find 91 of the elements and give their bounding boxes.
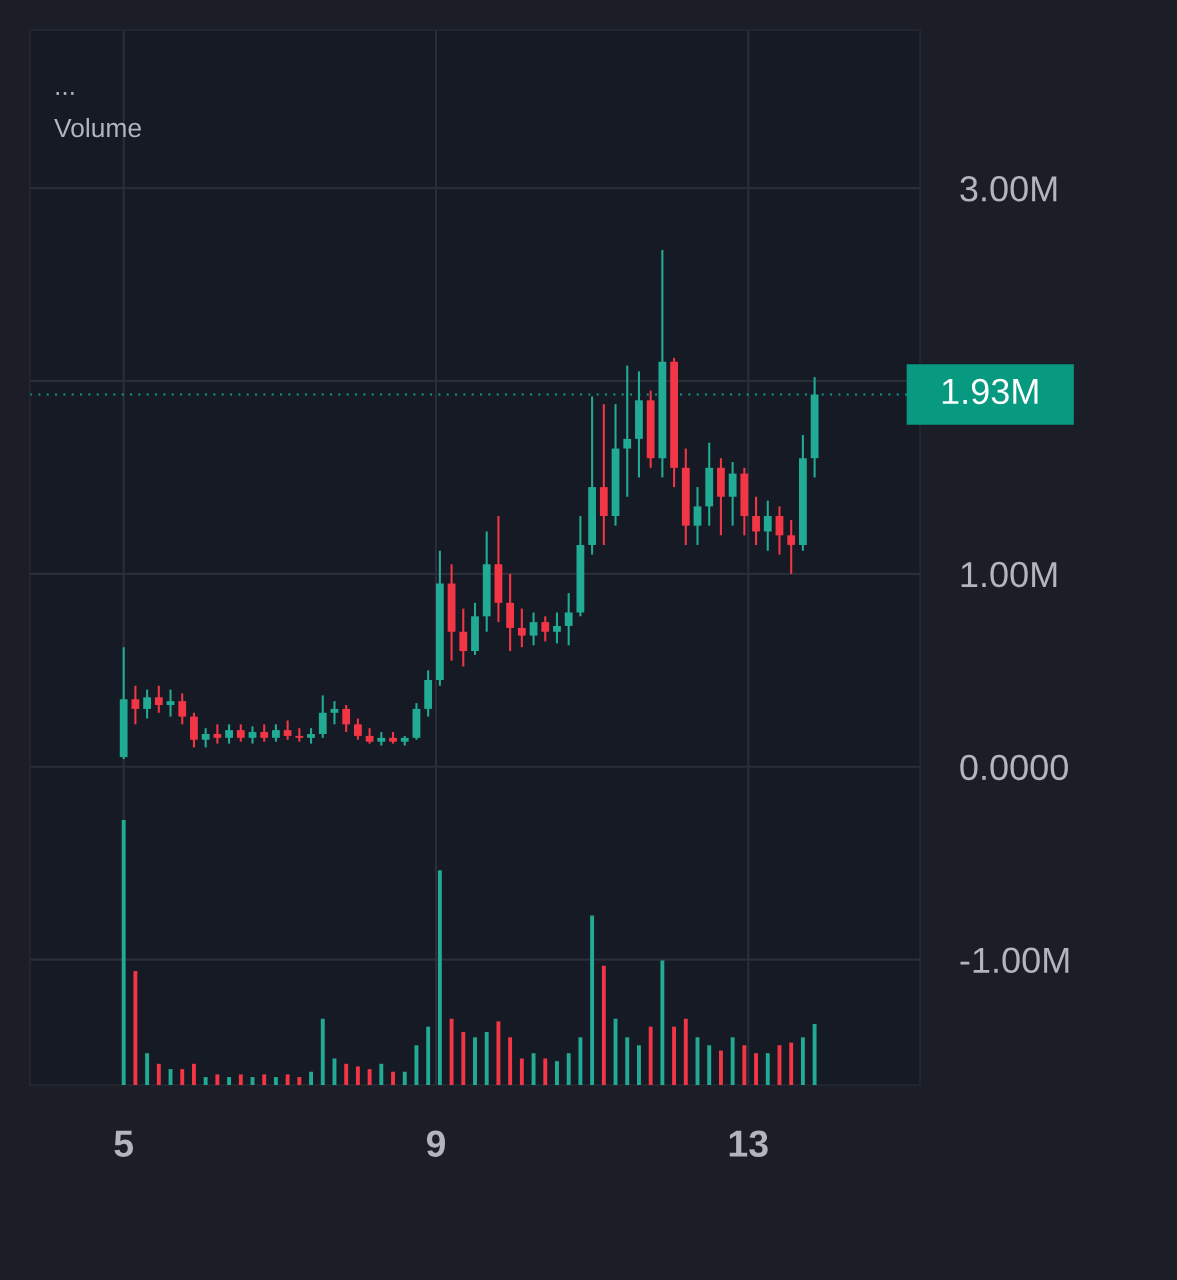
candlestick [787,518,796,575]
y-tick-label: 3.00M [960,176,1057,202]
candlestick [459,607,468,668]
bar [414,1045,419,1085]
ref-line-label: 1.93M [942,378,1038,405]
bar [531,1053,536,1085]
bar [355,1066,360,1085]
x-tick-label: 5 [114,1130,134,1157]
candlestick [342,704,351,734]
candlestick [248,725,257,745]
bar [156,1063,161,1085]
bar [192,1063,196,1085]
candlestick [213,723,222,745]
bar [437,870,442,1085]
bar [519,1058,524,1085]
candlestick [143,688,152,720]
candlestick [131,684,140,726]
bar [273,1077,278,1085]
annotation: ... [56,92,74,95]
bar [601,965,606,1085]
bar [660,960,665,1085]
candlestick [564,592,573,647]
candlestick [541,615,550,643]
bar [203,1077,208,1085]
bar [800,1037,805,1085]
bar [637,1045,641,1085]
bar [297,1077,302,1085]
bar [320,1018,325,1085]
bar [765,1053,770,1085]
y-tick-label: -1.00M [960,947,1069,974]
y-tick-label: 0.0000 [960,754,1068,781]
bar [473,1037,477,1085]
bar [543,1058,548,1085]
candlestick [225,723,233,745]
candlestick [763,499,772,552]
candlestick [330,700,339,726]
bar [484,1032,489,1085]
bar [285,1074,290,1085]
candlestick [318,694,327,739]
bar [683,1018,688,1085]
bar [718,1050,723,1085]
bar [707,1045,712,1085]
bar [812,1024,817,1085]
bar [496,1021,501,1085]
candlestick [154,684,163,714]
bar [180,1069,185,1085]
bar [742,1045,747,1085]
bar [121,820,126,1085]
candlestick [166,688,175,718]
bar [309,1071,313,1085]
candlestick [529,611,538,647]
candlestick [283,719,292,741]
bar [449,1018,454,1085]
candlestick [553,611,561,645]
candlestick [517,607,526,649]
bar [789,1042,794,1085]
candlestick [353,717,362,741]
annotation: Volume [54,117,141,138]
bar [379,1063,384,1085]
bar [402,1071,407,1085]
candlestick [693,486,702,546]
candlestick [201,727,210,749]
bar [730,1037,735,1085]
bar [133,971,138,1085]
x-tick-label: 13 [729,1130,768,1158]
bar [426,1026,431,1085]
bar [215,1074,220,1085]
bar [145,1053,150,1085]
bar [672,1026,677,1085]
y-tick-label: 1.00M [961,561,1057,588]
bar [262,1074,267,1085]
candlestick [623,364,632,498]
candlestick [190,711,198,749]
candlestick [178,692,187,726]
bar [648,1026,653,1085]
bar [625,1037,630,1085]
candlestick [728,460,737,527]
candlestick [752,495,760,546]
bar [508,1037,513,1085]
bar [367,1069,372,1085]
bar [461,1032,466,1085]
bar [555,1061,559,1085]
bar [754,1053,758,1085]
x-tick-label: 9 [426,1130,445,1157]
bar [590,915,595,1085]
bar [578,1037,583,1085]
bar [566,1053,571,1085]
bar [344,1063,349,1085]
bar [391,1071,395,1085]
bar [227,1077,232,1085]
bar [238,1074,243,1085]
